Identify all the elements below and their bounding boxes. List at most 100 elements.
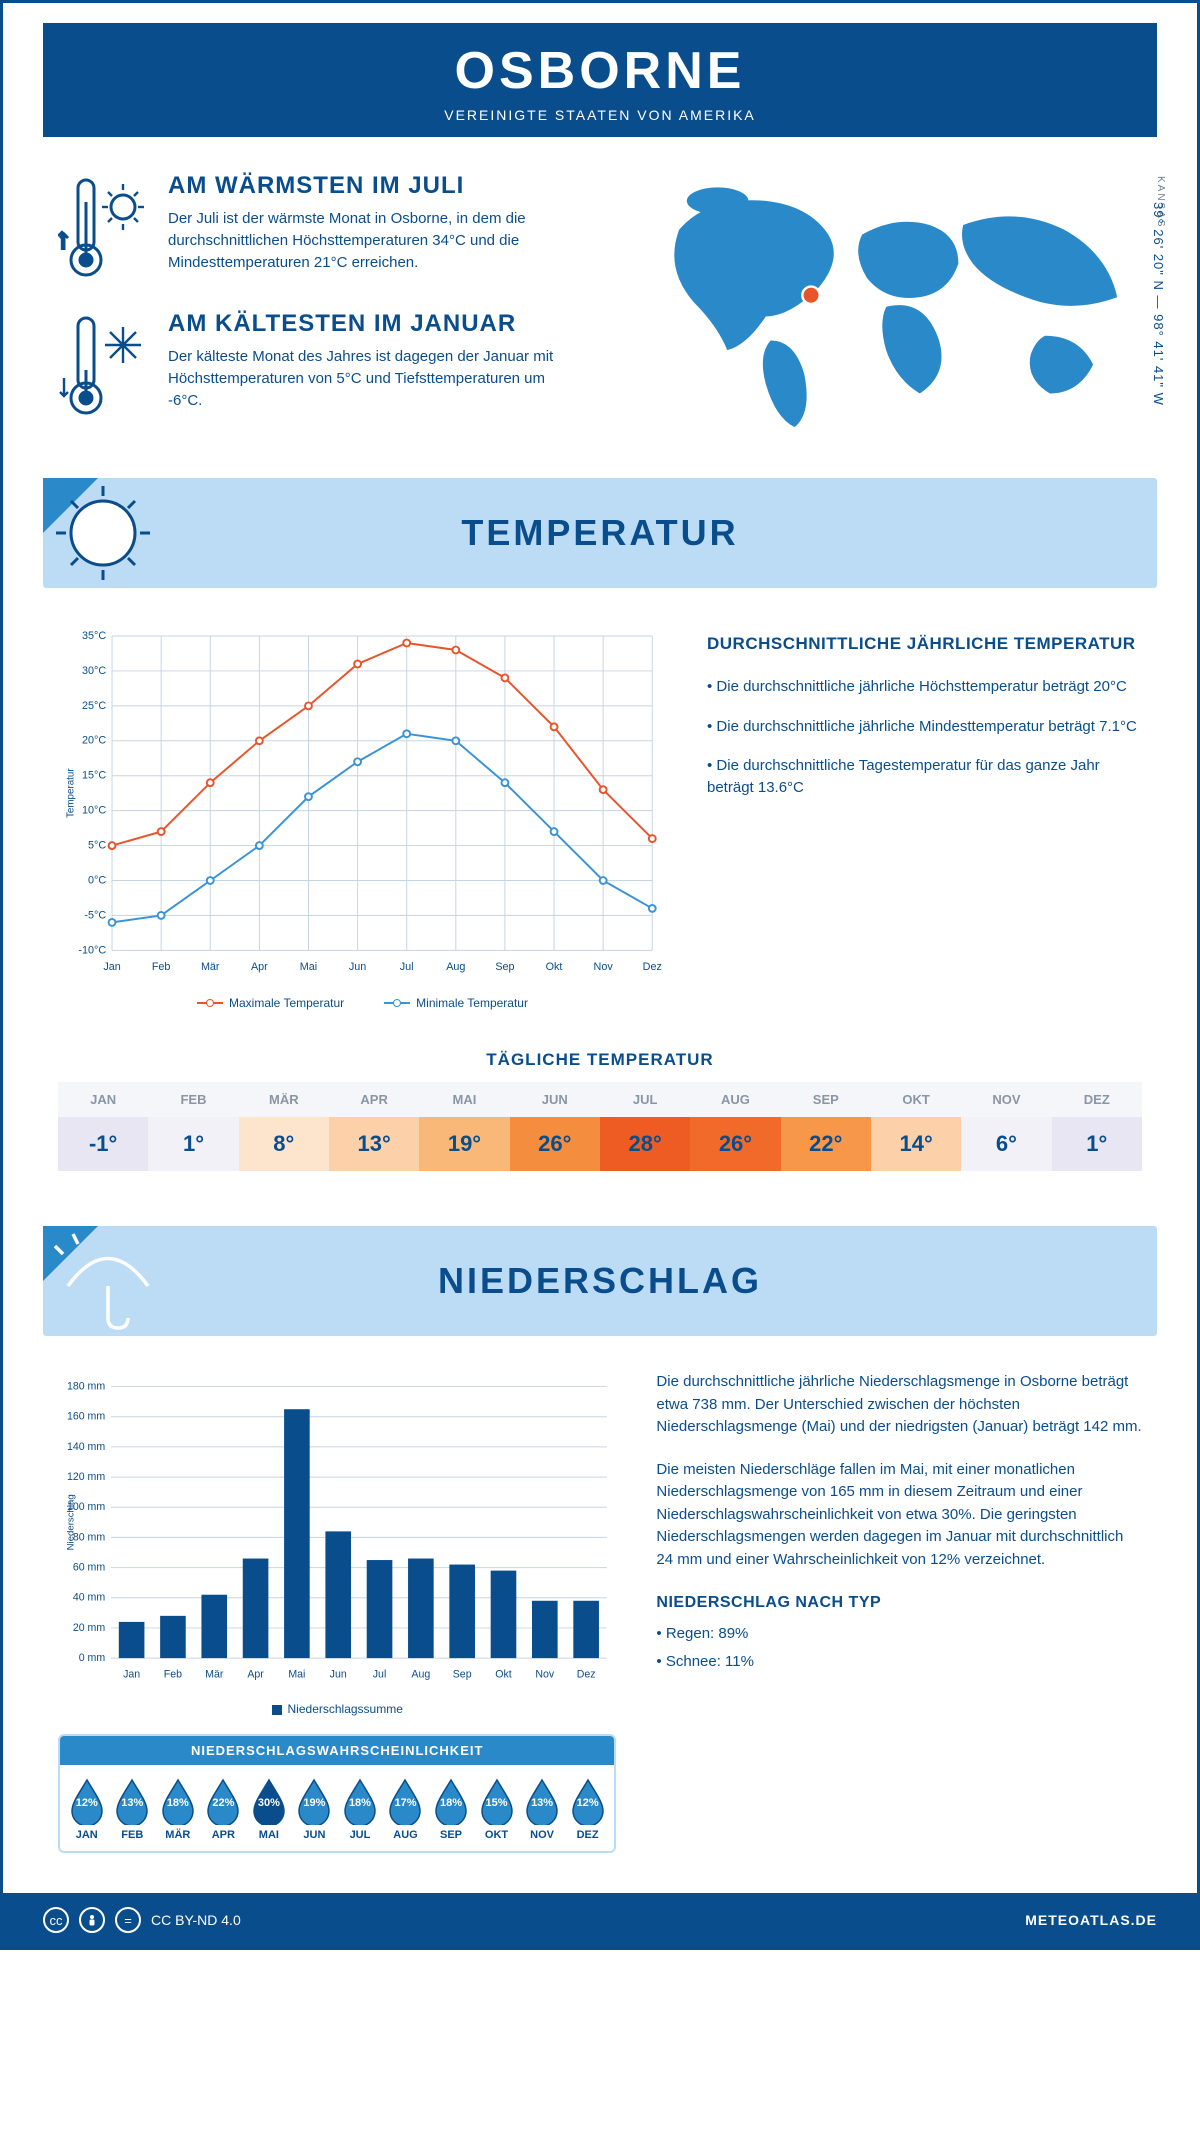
svg-text:Jan: Jan: [103, 961, 120, 973]
svg-text:140 mm: 140 mm: [67, 1441, 105, 1453]
umbrella-icon: [43, 1226, 173, 1336]
raindrop-icon: 15%: [478, 1777, 516, 1825]
nd-icon: =: [115, 1907, 141, 1933]
svg-text:Okt: Okt: [495, 1668, 512, 1680]
svg-text:0°C: 0°C: [88, 874, 106, 886]
infographic-page: OSBORNE VEREINIGTE STAATEN VON AMERIKA A…: [0, 0, 1200, 1950]
raindrop-icon: 19%: [295, 1777, 333, 1825]
precipitation-heading: NIEDERSCHLAG: [438, 1260, 762, 1302]
svg-text:60 mm: 60 mm: [73, 1561, 106, 1573]
prob-cell: 18% SEP: [428, 1777, 474, 1841]
precip-legend: Niederschlagssumme: [58, 1702, 616, 1716]
svg-text:35°C: 35°C: [82, 630, 106, 642]
prob-cell: 13% NOV: [519, 1777, 565, 1841]
svg-text:0 mm: 0 mm: [79, 1652, 106, 1664]
svg-text:40 mm: 40 mm: [73, 1592, 106, 1604]
raindrop-icon: 18%: [341, 1777, 379, 1825]
raindrop-icon: 30%: [250, 1777, 288, 1825]
legend-max: Maximale Temperatur: [229, 996, 344, 1010]
svg-text:80 mm: 80 mm: [73, 1531, 106, 1543]
map-area: KANSAS 39° 26' 20" N — 98° 41' 41" W: [640, 172, 1142, 448]
temperature-heading: TEMPERATUR: [461, 512, 738, 554]
hot-fact-text: Der Juli ist der wärmste Monat in Osborn…: [168, 208, 568, 273]
svg-text:Aug: Aug: [411, 1668, 430, 1680]
daily-temp-cell: NOV 6°: [961, 1082, 1051, 1171]
daily-temp-cell: DEZ 1°: [1052, 1082, 1142, 1171]
svg-text:160 mm: 160 mm: [67, 1411, 105, 1423]
svg-text:Jul: Jul: [400, 961, 414, 973]
prob-cell: 18% MÄR: [155, 1777, 201, 1841]
cold-fact-text: Der kälteste Monat des Jahres ist dagege…: [168, 346, 568, 411]
location-marker: [802, 287, 819, 304]
svg-text:Apr: Apr: [251, 961, 268, 973]
svg-text:Dez: Dez: [643, 961, 662, 973]
raindrop-icon: 22%: [204, 1777, 242, 1825]
svg-text:Okt: Okt: [546, 961, 563, 973]
svg-text:Temperatur: Temperatur: [66, 768, 77, 818]
svg-text:25°C: 25°C: [82, 700, 106, 712]
by-icon: [79, 1907, 105, 1933]
svg-text:Sep: Sep: [453, 1668, 472, 1680]
daily-temp-cell: APR 13°: [329, 1082, 419, 1171]
raindrop-icon: 12%: [68, 1777, 106, 1825]
hot-fact-title: AM WÄRMSTEN IM JULI: [168, 172, 568, 200]
prob-cell: 18% JUL: [337, 1777, 383, 1841]
svg-text:Jun: Jun: [349, 961, 366, 973]
raindrop-icon: 13%: [523, 1777, 561, 1825]
svg-text:10°C: 10°C: [82, 805, 106, 817]
country-name: VEREINIGTE STAATEN VON AMERIKA: [43, 107, 1157, 123]
cold-fact-title: AM KÄLTESTEN IM JANUAR: [168, 310, 568, 338]
footer: cc = CC BY-ND 4.0 METEOATLAS.DE: [3, 1893, 1197, 1947]
precip-rain: • Regen: 89%: [656, 1623, 1142, 1645]
prob-cell: 17% AUG: [383, 1777, 429, 1841]
temperature-banner: TEMPERATUR: [43, 478, 1157, 588]
prob-heading: NIEDERSCHLAGSWAHRSCHEINLICHKEIT: [60, 1736, 614, 1765]
summary-bullet: • Die durchschnittliche jährliche Höchst…: [707, 676, 1142, 698]
precip-probability-box: NIEDERSCHLAGSWAHRSCHEINLICHKEIT 12% JAN …: [58, 1734, 616, 1853]
daily-temp-cell: SEP 22°: [781, 1082, 871, 1171]
svg-text:Mai: Mai: [300, 961, 317, 973]
hot-fact: AM WÄRMSTEN IM JULI Der Juli ist der wär…: [58, 172, 610, 282]
daily-temp-cell: MÄR 8°: [239, 1082, 329, 1171]
summary-bullet: • Die durchschnittliche jährliche Mindes…: [707, 716, 1142, 738]
prob-cell: 22% APR: [201, 1777, 247, 1841]
svg-text:Jan: Jan: [123, 1668, 140, 1680]
svg-text:180 mm: 180 mm: [67, 1380, 105, 1392]
svg-text:Nov: Nov: [594, 961, 614, 973]
raindrop-icon: 12%: [569, 1777, 607, 1825]
raindrop-icon: 18%: [432, 1777, 470, 1825]
daily-temp-cell: JUL 28°: [600, 1082, 690, 1171]
svg-text:Niederschlag: Niederschlag: [65, 1494, 76, 1550]
precipitation-chart: 0 mm20 mm40 mm60 mm80 mm100 mm120 mm140 …: [58, 1371, 616, 1691]
world-map: [640, 172, 1142, 432]
svg-text:15°C: 15°C: [82, 770, 106, 782]
svg-text:120 mm: 120 mm: [67, 1471, 105, 1483]
temperature-chart: -10°C-5°C0°C5°C10°C15°C20°C25°C30°C35°CJ…: [58, 623, 667, 1010]
svg-text:Mär: Mär: [201, 961, 220, 973]
svg-text:Dez: Dez: [577, 1668, 596, 1680]
site-label: METEOATLAS.DE: [1025, 1912, 1157, 1928]
legend-min: Minimale Temperatur: [416, 996, 528, 1010]
prob-cell: 15% OKT: [474, 1777, 520, 1841]
svg-text:Jul: Jul: [373, 1668, 387, 1680]
coords-label: 39° 26' 20" N — 98° 41' 41" W: [1151, 202, 1166, 406]
prob-cell: 12% DEZ: [565, 1777, 611, 1841]
svg-text:Mär: Mär: [205, 1668, 224, 1680]
temperature-summary: DURCHSCHNITTLICHE JÄHRLICHE TEMPERATUR •…: [707, 623, 1142, 1010]
raindrop-icon: 18%: [159, 1777, 197, 1825]
prob-cell: 13% FEB: [110, 1777, 156, 1841]
svg-text:Feb: Feb: [152, 961, 171, 973]
svg-text:Jun: Jun: [330, 1668, 347, 1680]
summary-bullet: • Die durchschnittliche Tagestemperatur …: [707, 755, 1142, 799]
city-name: OSBORNE: [43, 41, 1157, 101]
prob-cell: 30% MAI: [246, 1777, 292, 1841]
precipitation-banner: NIEDERSCHLAG: [43, 1226, 1157, 1336]
title-banner: OSBORNE VEREINIGTE STAATEN VON AMERIKA: [43, 23, 1157, 137]
svg-text:Mai: Mai: [288, 1668, 305, 1680]
daily-temp-cell: AUG 26°: [690, 1082, 780, 1171]
license-label: CC BY-ND 4.0: [151, 1912, 241, 1928]
svg-text:Feb: Feb: [164, 1668, 182, 1680]
cold-fact: AM KÄLTESTEN IM JANUAR Der kälteste Mona…: [58, 310, 610, 420]
thermometer-cold-icon: [58, 310, 150, 420]
sun-icon: [43, 478, 173, 588]
